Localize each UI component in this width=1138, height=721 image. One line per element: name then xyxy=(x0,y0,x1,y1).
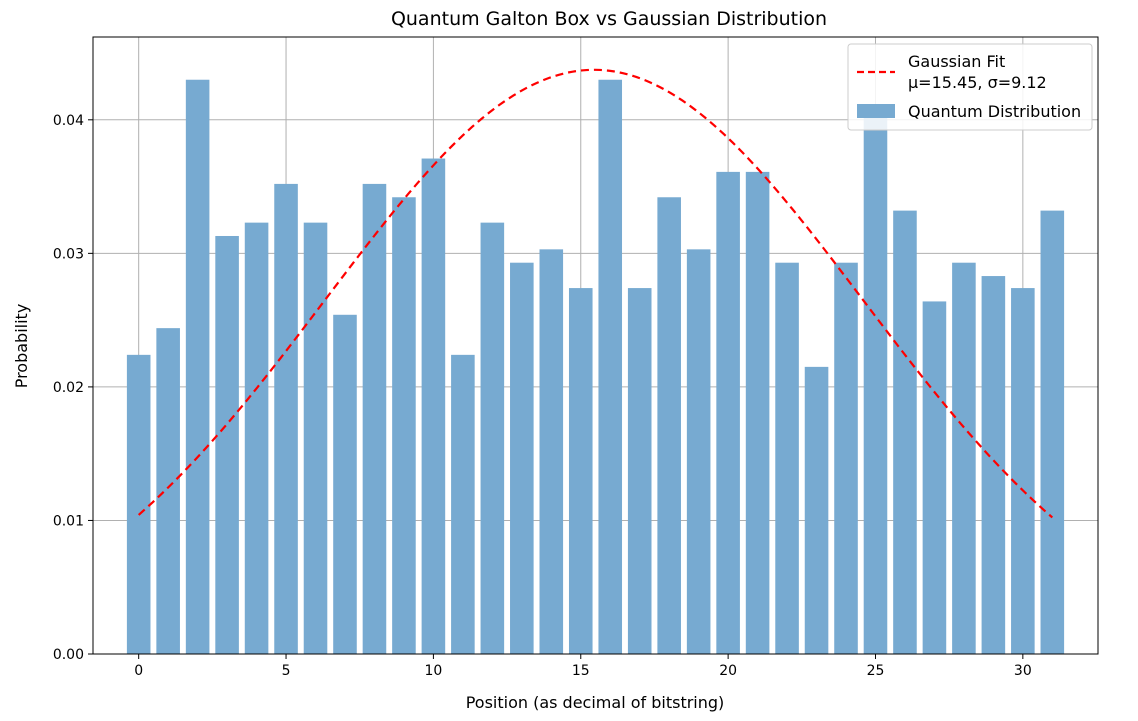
bar xyxy=(333,314,357,654)
bar xyxy=(952,262,976,654)
bar xyxy=(215,235,239,654)
y-axis-ticks: 0.00 0.01 0.02 0.03 0.04 xyxy=(53,113,93,663)
bar xyxy=(834,262,858,654)
bar xyxy=(156,328,180,654)
bar xyxy=(893,210,917,654)
x-tick-label: 30 xyxy=(1014,663,1032,679)
bar xyxy=(451,354,475,654)
bar xyxy=(362,183,387,654)
legend-box xyxy=(847,43,1093,131)
plot-frame xyxy=(92,36,1099,655)
bar xyxy=(274,183,298,654)
bar xyxy=(981,276,1006,654)
x-tick-label: 10 xyxy=(424,663,442,679)
bars xyxy=(126,79,1065,655)
legend-bar-swatch xyxy=(857,104,895,118)
bar xyxy=(510,262,534,654)
bar xyxy=(745,171,770,654)
gaussian-fit-line xyxy=(137,68,1054,519)
bar xyxy=(686,249,711,654)
y-tick-label: 0.02 xyxy=(53,380,84,396)
bar xyxy=(863,106,888,655)
chart-title: Quantum Galton Box vs Gaussian Distribut… xyxy=(391,8,827,30)
y-tick-label: 0.03 xyxy=(53,246,84,262)
bar xyxy=(716,171,740,654)
x-axis-ticks: 0 5 10 15 20 25 30 xyxy=(134,654,1032,679)
bar xyxy=(421,158,446,654)
y-tick-label: 0.00 xyxy=(53,647,84,663)
bar xyxy=(657,197,681,654)
bar xyxy=(480,222,505,654)
x-axis-label: Position (as decimal of bitstring) xyxy=(466,693,725,712)
y-axis-label: Probability xyxy=(12,304,31,389)
x-tick-label: 25 xyxy=(867,663,885,679)
x-tick-label: 15 xyxy=(572,663,590,679)
bar xyxy=(598,79,623,654)
bar xyxy=(126,354,151,654)
legend-line-label-1: Gaussian Fit xyxy=(908,52,1005,71)
legend-bar-label: Quantum Distribution xyxy=(908,102,1081,121)
bar xyxy=(627,288,652,654)
bar xyxy=(775,262,799,654)
bar xyxy=(568,288,593,654)
x-tick-label: 5 xyxy=(282,663,291,679)
bar xyxy=(303,222,328,654)
bar xyxy=(922,301,947,654)
legend: Gaussian Fit μ=15.45, σ=9.12 Quantum Dis… xyxy=(847,43,1093,131)
bar xyxy=(1040,210,1065,654)
x-tick-label: 20 xyxy=(719,663,737,679)
y-tick-label: 0.04 xyxy=(53,113,84,129)
y-tick-label: 0.01 xyxy=(53,513,84,529)
bar xyxy=(392,197,416,654)
bar xyxy=(804,366,829,654)
bar xyxy=(185,79,210,654)
bar xyxy=(244,222,269,654)
x-tick-label: 0 xyxy=(134,663,143,679)
bar xyxy=(539,249,564,654)
bar xyxy=(1011,288,1035,654)
legend-line-label-2: μ=15.45, σ=9.12 xyxy=(908,73,1047,92)
